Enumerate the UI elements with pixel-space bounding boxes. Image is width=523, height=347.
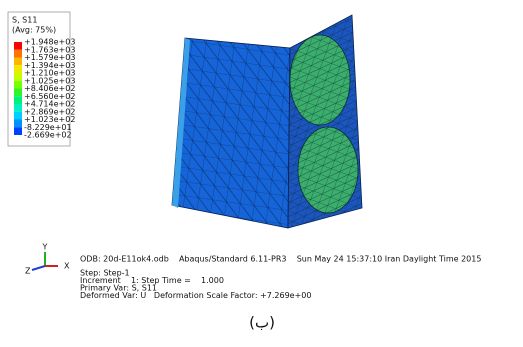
legend-color <box>14 65 22 73</box>
axis-y-label: Y <box>42 243 48 252</box>
legend-color <box>14 127 22 135</box>
legend-color <box>14 96 22 104</box>
legend-color <box>14 89 22 97</box>
triad: Y X Z <box>25 243 70 276</box>
legend-color <box>14 50 22 58</box>
legend-color <box>14 120 22 128</box>
model <box>172 15 362 228</box>
legend: +1.948e+03+1.763e+03+1.579e+03+1.394e+03… <box>14 38 75 140</box>
legend-color <box>14 42 22 50</box>
legend-label: -2.669e+02 <box>24 131 72 140</box>
axis-x-label: X <box>64 262 70 271</box>
axis-z-label: Z <box>25 267 31 276</box>
info-header: ODB: 20d-E11ok4.odb Abaqus/Standard 6.11… <box>80 255 481 264</box>
caption: (ب) <box>249 314 275 332</box>
page: S, S11 (Avg: 75%) +1.948e+03+1.763e+03+1… <box>0 0 523 347</box>
legend-color <box>14 104 22 112</box>
legend-subtitle: (Avg: 75%) <box>12 26 56 35</box>
legend-color <box>14 58 22 66</box>
info-line: Deformed Var: U Deformation Scale Factor… <box>80 291 311 300</box>
legend-color <box>14 81 22 89</box>
legend-color <box>14 112 22 120</box>
screenshot: S, S11 (Avg: 75%) +1.948e+03+1.763e+03+1… <box>0 0 523 347</box>
legend-color <box>14 73 22 81</box>
legend-title: S, S11 <box>12 16 37 25</box>
